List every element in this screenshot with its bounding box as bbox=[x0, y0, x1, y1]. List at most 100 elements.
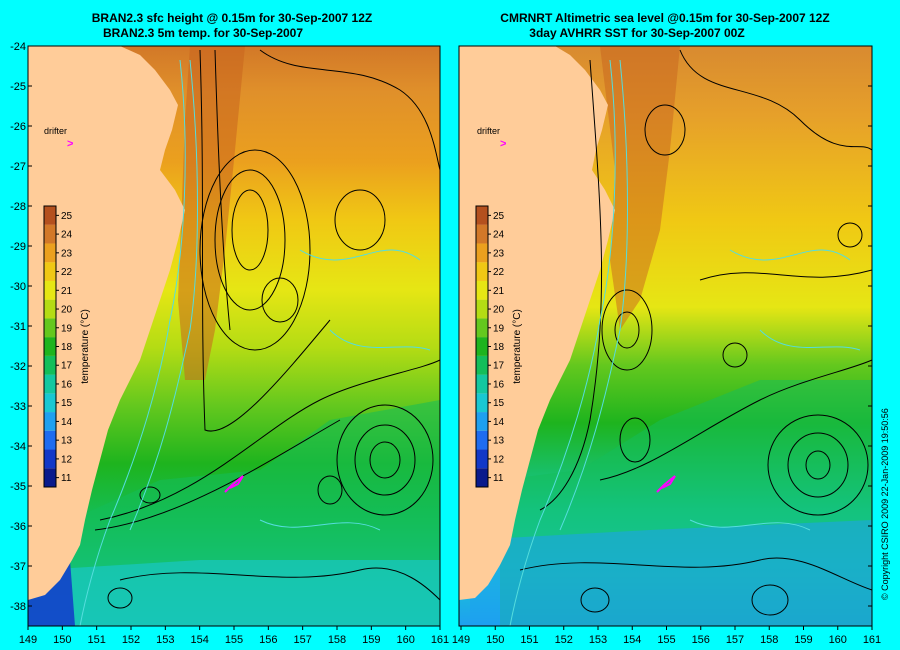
colorbar-segment bbox=[44, 374, 56, 394]
lat-label: -26 bbox=[10, 121, 26, 133]
colorbar-segment bbox=[44, 206, 56, 225]
lat-label: -25 bbox=[10, 81, 26, 93]
colorbar-label: temperature (°C) bbox=[80, 309, 91, 384]
colorbar-tick-label: 23 bbox=[493, 248, 505, 259]
lon-label: 152 bbox=[555, 634, 573, 646]
left-lon-axis: 149 150 151 152 153 154 155 156 157 158 159 160 161 bbox=[19, 626, 449, 646]
colorbar-tick-label: 20 bbox=[493, 305, 505, 316]
colorbar-segment bbox=[476, 243, 488, 263]
colorbar-segment bbox=[44, 355, 56, 375]
colorbar-tick-label: 17 bbox=[61, 361, 73, 372]
lon-label: 151 bbox=[520, 634, 538, 646]
right-land bbox=[459, 46, 615, 600]
colorbar-segment bbox=[476, 224, 488, 244]
colorbar-segment bbox=[476, 412, 488, 431]
colorbar-tick-label: 25 bbox=[493, 211, 505, 222]
colorbar-tick-label: 21 bbox=[493, 286, 505, 297]
lon-label: 156 bbox=[259, 634, 277, 646]
left-title-line2: BRAN2.3 5m temp. for 30-Sep-2007 bbox=[103, 26, 303, 40]
colorbar-tick-label: 18 bbox=[493, 342, 505, 353]
lon-label: 160 bbox=[396, 634, 414, 646]
colorbar-segment bbox=[44, 243, 56, 263]
right-lon-axis: 149 150 151 152 153 154 155 156 157 158 159 160 161 bbox=[452, 626, 881, 646]
colorbar-segment bbox=[476, 393, 488, 413]
colorbar-segment bbox=[44, 393, 56, 413]
colorbar-tick-label: 15 bbox=[61, 398, 73, 409]
colorbar-tick-label: 25 bbox=[61, 211, 73, 222]
colorbar-tick-label: 18 bbox=[61, 342, 73, 353]
lon-label: 161 bbox=[431, 634, 449, 646]
colorbar-tick-label: 16 bbox=[61, 379, 73, 390]
lon-label: 150 bbox=[486, 634, 504, 646]
colorbar-segment bbox=[476, 355, 488, 375]
left-contours bbox=[94, 49, 441, 609]
lat-label: -34 bbox=[10, 441, 26, 453]
colorbar-tick-label: 11 bbox=[61, 473, 72, 484]
lat-label: -37 bbox=[10, 561, 26, 573]
right-map-panel: drifter > bbox=[458, 45, 873, 627]
left-coast-blue bbox=[28, 560, 75, 626]
colorbar-segment bbox=[44, 468, 56, 487]
colorbar-tick-label: 19 bbox=[61, 323, 73, 334]
right-contours bbox=[519, 49, 873, 616]
right-title-line2: 3day AVHRR SST for 30-Sep-2007 00Z bbox=[529, 26, 744, 40]
colorbar-segment bbox=[44, 430, 56, 450]
lat-label: -28 bbox=[10, 201, 26, 213]
colorbar-segment bbox=[476, 299, 488, 319]
right-lat-ticks bbox=[868, 45, 872, 607]
copyright-text: © Copyright CSIRO 2009 22-Jan-2009 19:50… bbox=[880, 408, 890, 600]
colorbar-tick-label: 16 bbox=[493, 379, 505, 390]
left-land bbox=[28, 46, 185, 600]
left-drifter-track bbox=[224, 475, 244, 493]
lon-label: 158 bbox=[328, 634, 346, 646]
colorbar-tick-label: 19 bbox=[493, 323, 505, 334]
lon-label: 160 bbox=[829, 634, 847, 646]
right-drifter-track bbox=[656, 475, 676, 493]
lon-label: 152 bbox=[122, 634, 140, 646]
colorbar-segment bbox=[476, 262, 488, 281]
lon-label: 155 bbox=[657, 634, 675, 646]
lat-label: -32 bbox=[10, 361, 26, 373]
colorbar-tick-label: 24 bbox=[61, 230, 73, 241]
left-colorbar: 11 12 13 14 15 16 17 18 19 20 21 22 23 24 25 temperatur… bbox=[43, 205, 91, 488]
lon-label: 150 bbox=[53, 634, 71, 646]
colorbar-segment bbox=[476, 280, 488, 300]
right-colorbar: 11 12 13 14 15 16 17 18 19 20 21 22 23 24 25 temperatur… bbox=[475, 205, 523, 488]
colorbar-tick-label: 17 bbox=[493, 361, 505, 372]
colorbar-segment bbox=[44, 412, 56, 431]
lat-label: -38 bbox=[10, 601, 26, 613]
colorbar-tick-label: 20 bbox=[61, 305, 73, 316]
colorbar-tick-label: 14 bbox=[61, 417, 73, 428]
lon-label: 161 bbox=[863, 634, 881, 646]
lat-label: -35 bbox=[10, 481, 26, 493]
colorbar-segment bbox=[476, 374, 488, 394]
right-bathymetry bbox=[509, 59, 861, 627]
lon-label: 154 bbox=[623, 634, 641, 646]
left-cold-water bbox=[40, 560, 440, 626]
colorbar-label: temperature (°C) bbox=[512, 309, 523, 384]
right-titles: CMRNRT Altimetric sea level @0.15m for 3… bbox=[500, 11, 829, 40]
right-title-line1: CMRNRT Altimetric sea level @0.15m for 3… bbox=[500, 11, 829, 25]
colorbar-segment bbox=[476, 449, 488, 469]
colorbar-segment bbox=[44, 449, 56, 469]
colorbar-tick-label: 22 bbox=[493, 267, 505, 278]
colorbar-segment bbox=[44, 318, 56, 338]
left-drifter-marker: > bbox=[67, 138, 73, 150]
lon-label: 159 bbox=[794, 634, 812, 646]
colorbar-tick-label: 22 bbox=[61, 267, 73, 278]
left-title-line1: BRAN2.3 sfc height @ 0.15m for 30-Sep-20… bbox=[92, 11, 372, 25]
colorbar-tick-label: 23 bbox=[61, 248, 73, 259]
left-warm-current bbox=[178, 46, 245, 380]
right-warm-current bbox=[600, 46, 680, 330]
colorbar-segment bbox=[44, 224, 56, 244]
colorbar-segment bbox=[476, 318, 488, 338]
lat-label: -29 bbox=[10, 241, 26, 253]
lon-label: 153 bbox=[156, 634, 174, 646]
lat-label: -27 bbox=[10, 161, 26, 173]
colorbar-segment bbox=[44, 280, 56, 300]
colorbar-segment bbox=[476, 468, 488, 487]
lon-label: 159 bbox=[362, 634, 380, 646]
colorbar-segment bbox=[476, 337, 488, 356]
lon-label: 154 bbox=[190, 634, 208, 646]
colorbar-tick-label: 12 bbox=[493, 454, 505, 465]
